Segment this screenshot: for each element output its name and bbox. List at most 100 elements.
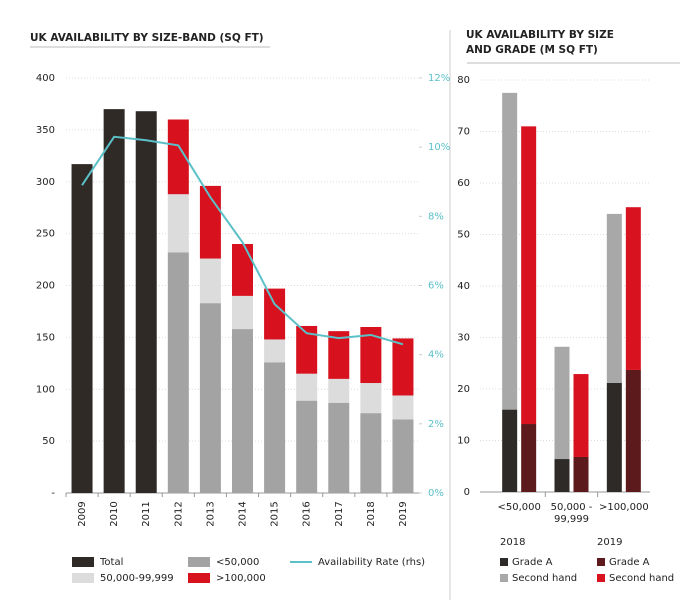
- x-tick-label: 2013: [205, 501, 216, 526]
- y-tick-label: 30: [457, 333, 470, 344]
- chart-title: UK AVAILABILITY BY SIZE-BAND (SQ FT): [30, 32, 264, 44]
- legend-label: Grade A: [512, 557, 553, 568]
- bar: [264, 339, 286, 363]
- bar: [625, 369, 641, 492]
- x-tick-label: 2017: [334, 501, 345, 526]
- bar: [521, 126, 537, 425]
- bar: [554, 346, 570, 460]
- bar: [554, 459, 570, 492]
- bar: [135, 111, 157, 493]
- bar: [167, 252, 189, 493]
- legend-label: >100,000: [216, 573, 266, 584]
- x-tick-label: 2016: [302, 501, 313, 526]
- legend-swatch: [72, 557, 94, 567]
- legend-swatch: [72, 573, 94, 583]
- legend-label: Second hand: [512, 573, 577, 584]
- y-tick-label: 40: [457, 281, 470, 292]
- x-tick-label-box: 50,000 - 99,999: [550, 502, 593, 525]
- bar: [199, 258, 221, 304]
- legend-label: Availability Rate (rhs): [318, 557, 425, 568]
- bar: [71, 164, 93, 494]
- legend-group: 2019: [597, 537, 622, 548]
- x-tick-label: 50,000 - 99,999: [550, 502, 593, 525]
- x-tick-label-box: >100,000: [598, 502, 649, 513]
- y-tick-label: 70: [457, 127, 470, 138]
- bar: [296, 373, 318, 401]
- legend-swatch: [597, 558, 605, 566]
- bar: [199, 303, 221, 493]
- legend-group: 2018: [500, 537, 525, 548]
- y-tick-label: 20: [457, 384, 470, 395]
- bar: [573, 374, 589, 457]
- y2-tick-label: 4%: [428, 350, 444, 361]
- bar: [606, 213, 622, 383]
- y-tick-label: 300: [36, 177, 55, 188]
- bar: [328, 331, 350, 379]
- bar: [625, 207, 641, 370]
- bar: [573, 456, 589, 492]
- y-tick-label: 0: [464, 487, 470, 498]
- bar: [502, 409, 518, 492]
- rate-line: [81, 135, 404, 346]
- y-tick-label: 10: [457, 436, 470, 447]
- bar: [232, 295, 253, 330]
- bar: [264, 362, 286, 493]
- y2-tick-label: 6%: [428, 281, 444, 292]
- x-tick-label-box: <50,000: [497, 502, 540, 513]
- y-tick-label: 80: [457, 75, 470, 86]
- legend-label: Second hand: [609, 573, 674, 584]
- bar: [296, 400, 318, 493]
- bar: [167, 194, 189, 253]
- y2-tick-label: 2%: [428, 419, 444, 430]
- bar: [232, 244, 253, 296]
- bar: [296, 325, 318, 374]
- legend-label: Grade A: [609, 557, 650, 568]
- bar: [232, 329, 253, 493]
- x-tick-label: 2012: [173, 501, 184, 526]
- bar: [360, 383, 382, 414]
- x-tick-label: 2010: [109, 501, 120, 526]
- bar: [328, 402, 350, 493]
- y-tick-label: 50: [42, 436, 55, 447]
- x-tick-label: >100,000: [598, 502, 649, 513]
- bar: [264, 288, 286, 340]
- bar: [103, 109, 125, 493]
- y-tick-label: 150: [36, 332, 55, 343]
- y2-tick-label: 0%: [428, 488, 444, 499]
- y-tick-label: 400: [36, 73, 55, 84]
- legend-label: <50,000: [216, 557, 259, 568]
- y2-tick-label: 12%: [428, 73, 450, 84]
- x-tick-label: 2015: [270, 501, 281, 526]
- bar: [360, 327, 382, 384]
- legend-swatch: [188, 557, 210, 567]
- y-tick-label: 250: [36, 229, 55, 240]
- legend-swatch: [500, 558, 508, 566]
- bar: [392, 395, 414, 420]
- y-tick-label: 50: [457, 230, 470, 241]
- bar: [502, 92, 518, 410]
- y2-tick-label: 10%: [428, 142, 450, 153]
- y-tick-label: 350: [36, 125, 55, 136]
- y-tick-label: 60: [457, 178, 470, 189]
- legend-swatch: [500, 574, 508, 582]
- bar: [328, 378, 350, 403]
- y2-tick-label: 8%: [428, 211, 444, 222]
- bar: [521, 424, 537, 492]
- chart-title-box: UK AVAILABILITY BY SIZE AND GRADE (M SQ …: [466, 29, 614, 56]
- legend-swatch: [597, 574, 605, 582]
- legend-label: 50,000-99,999: [100, 573, 174, 584]
- x-tick-label: 2019: [398, 501, 409, 526]
- x-tick-label: 2009: [77, 501, 88, 526]
- bar: [606, 382, 622, 492]
- y-tick-label: 200: [36, 281, 55, 292]
- legend-swatch: [188, 573, 210, 583]
- y-tick-label: 100: [36, 384, 55, 395]
- chart-title: UK AVAILABILITY BY SIZE AND GRADE (M SQ …: [466, 29, 614, 56]
- y-tick-label: -: [51, 488, 55, 499]
- x-tick-label: 2014: [238, 501, 249, 526]
- x-tick-label: 2011: [141, 501, 152, 526]
- x-tick-label: 2018: [366, 501, 377, 526]
- legend-label: Total: [99, 557, 123, 568]
- bar: [392, 419, 414, 493]
